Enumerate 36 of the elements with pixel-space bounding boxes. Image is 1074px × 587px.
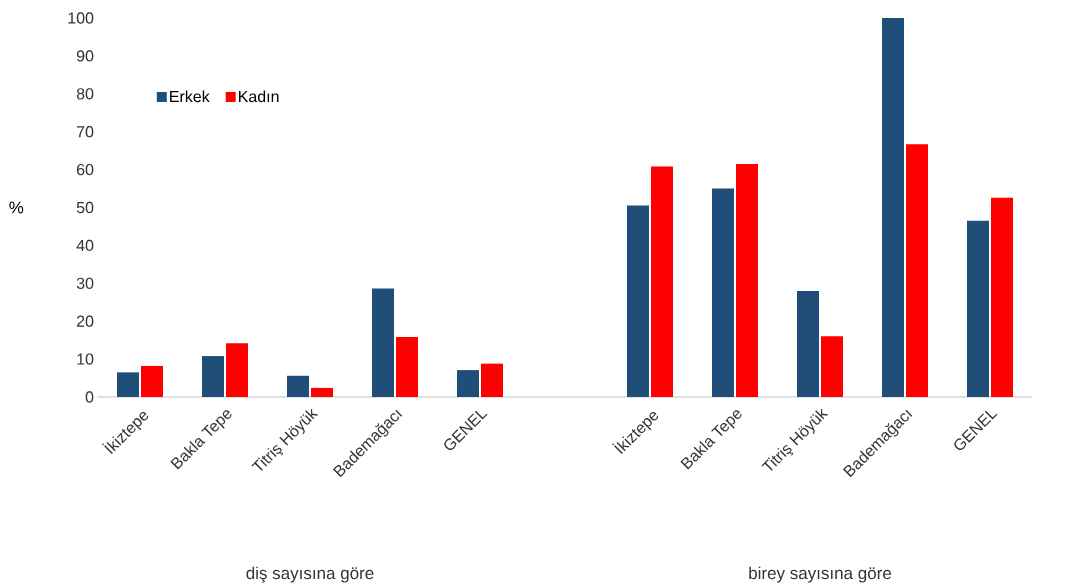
bar	[627, 205, 649, 397]
bar	[967, 220, 990, 397]
y-axis-title: %	[9, 201, 24, 214]
y-tick-label: 10	[77, 353, 94, 365]
y-tick-label: 20	[76, 315, 94, 327]
y-tick-label: 40	[76, 239, 94, 252]
text: birey sayısına göre	[749, 566, 892, 583]
text: diş sayısına göre	[246, 566, 374, 583]
bar	[821, 336, 844, 397]
bar	[287, 375, 309, 397]
legend-label: Erkek	[170, 90, 210, 103]
y-tick-label: 60	[76, 163, 94, 176]
bar	[457, 370, 479, 397]
y-tick-label: 80	[76, 88, 94, 100]
bar	[712, 188, 735, 397]
bar	[481, 363, 503, 397]
bar	[372, 288, 394, 397]
legend-label: Kadın	[239, 90, 279, 103]
bar	[117, 372, 139, 397]
bar	[991, 197, 1014, 397]
y-tick-label: 90	[76, 50, 94, 62]
bar	[141, 365, 163, 397]
y-tick-label: 30	[76, 277, 94, 289]
y-tick-label: 0	[85, 391, 94, 403]
y-tick-label: 100	[68, 12, 94, 24]
bar	[882, 18, 905, 397]
bar	[202, 356, 224, 397]
bar	[906, 144, 929, 397]
y-tick-label: 70	[76, 126, 94, 138]
bar	[311, 387, 333, 397]
bar	[396, 337, 418, 397]
y-tick-label: 50	[76, 201, 94, 214]
bar	[651, 166, 673, 397]
bar	[797, 290, 820, 397]
bar	[226, 343, 248, 397]
bar	[736, 163, 759, 397]
